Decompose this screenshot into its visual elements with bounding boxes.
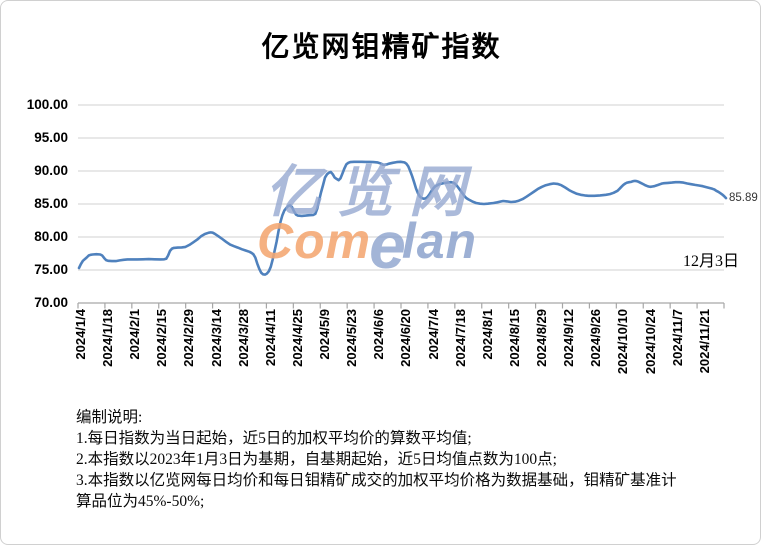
x-tick-label: 2024/3/14 [208,309,224,367]
notes-line-1: 1.每日指数为当日起始，近5日的加权平均价的算数平均值; [76,430,472,447]
chart-title: 亿览网钼精矿指数 [261,32,502,63]
notes-line-3: 3.本指数以亿览网每日均价和每日钼精矿成交的加权平均价格为数据基础，钼精矿基准计… [76,472,677,510]
x-tick-label: 2024/8/1 [479,309,495,360]
x-tick-label: 2024/6/6 [371,309,387,360]
index-line-series [77,160,728,276]
x-tick-label: 2024/8/29 [534,309,550,367]
x-tick-label: 2024/7/4 [425,309,441,360]
y-tick-label: 95.00 [34,130,68,145]
x-tick-label: 2024/6/20 [398,309,414,367]
series-end-value-label: 85.89 [729,192,758,205]
y-tick-label: 100.00 [26,97,68,112]
x-tick-label: 2024/10/10 [615,309,631,375]
x-tick-label: 2024/11/21 [696,309,712,374]
y-tick-label: 75.00 [34,262,68,277]
y-tick-label: 85.00 [34,196,68,211]
x-tick-label: 2024/2/1 [127,309,143,360]
latest-date-annotation: 12月3日 [683,253,740,270]
x-tick-label: 2024/10/24 [642,309,658,375]
x-tick-label: 2024/9/12 [561,309,577,367]
y-tick-label: 70.00 [34,295,68,310]
y-tick-label: 80.00 [34,229,68,244]
x-tick-label: 2024/4/11 [262,309,278,367]
x-tick-label: 2024/5/9 [317,309,333,360]
x-tick-label: 2024/9/26 [588,309,604,367]
x-tick-label: 2024/1/18 [100,309,116,367]
x-tick-label: 2024/2/29 [181,309,197,367]
compilation-notes: 编制说明: 1.每日指数为当日起始，近5日的加权平均价的算数平均值; 2.本指数… [76,407,690,512]
x-tick-label: 2024/1/4 [73,309,88,360]
x-tick-label: 2024/3/28 [235,309,251,367]
x-tick-label: 2024/8/15 [506,309,522,367]
notes-line-2: 2.本指数以2023年1月3日为基期，自基期起始，近5日均值点数为100点; [76,451,557,468]
x-tick-label: 2024/7/18 [452,309,468,367]
x-tick-label: 2024/11/7 [669,309,685,367]
x-tick-label: 2024/4/25 [289,309,305,367]
notes-heading: 编制说明: [76,409,143,426]
x-tick-label: 2024/5/23 [344,309,360,367]
x-tick-label: 2024/2/15 [154,309,170,367]
y-tick-label: 90.00 [34,163,68,178]
